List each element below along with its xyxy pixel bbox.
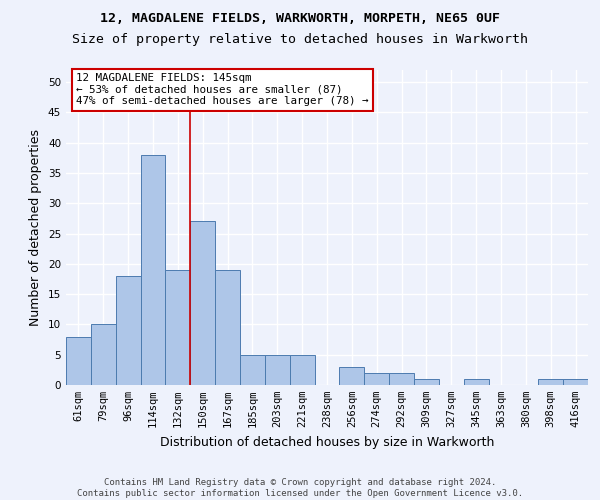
Text: Contains HM Land Registry data © Crown copyright and database right 2024.
Contai: Contains HM Land Registry data © Crown c…: [77, 478, 523, 498]
Bar: [340, 367, 364, 385]
Bar: [116, 276, 140, 385]
Bar: [389, 373, 414, 385]
Bar: [66, 336, 91, 385]
Bar: [166, 270, 190, 385]
Text: 12 MAGDALENE FIELDS: 145sqm
← 53% of detached houses are smaller (87)
47% of sem: 12 MAGDALENE FIELDS: 145sqm ← 53% of det…: [76, 73, 369, 106]
Text: Size of property relative to detached houses in Warkworth: Size of property relative to detached ho…: [72, 32, 528, 46]
Y-axis label: Number of detached properties: Number of detached properties: [29, 129, 43, 326]
X-axis label: Distribution of detached houses by size in Warkworth: Distribution of detached houses by size …: [160, 436, 494, 448]
Bar: [364, 373, 389, 385]
Bar: [563, 379, 588, 385]
Text: 12, MAGDALENE FIELDS, WARKWORTH, MORPETH, NE65 0UF: 12, MAGDALENE FIELDS, WARKWORTH, MORPETH…: [100, 12, 500, 26]
Bar: [215, 270, 240, 385]
Bar: [414, 379, 439, 385]
Bar: [265, 354, 290, 385]
Bar: [91, 324, 116, 385]
Bar: [464, 379, 488, 385]
Bar: [240, 354, 265, 385]
Bar: [140, 155, 166, 385]
Bar: [290, 354, 314, 385]
Bar: [190, 222, 215, 385]
Bar: [538, 379, 563, 385]
